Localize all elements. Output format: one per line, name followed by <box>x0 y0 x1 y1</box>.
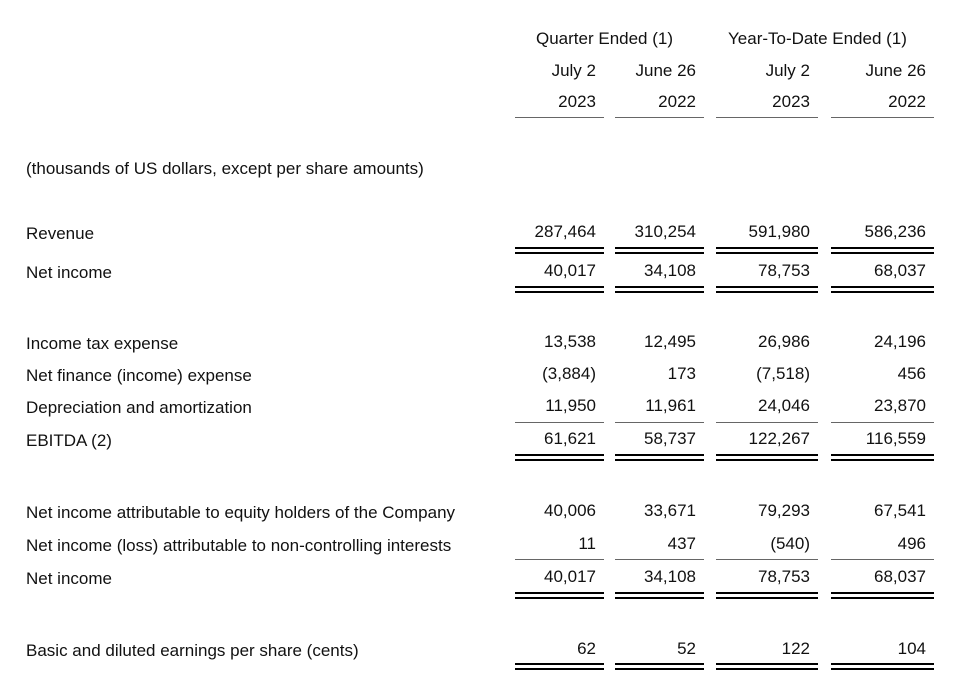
row-label: Net finance (income) expense <box>26 366 252 385</box>
header-underline <box>615 117 704 118</box>
units-note: (thousands of US dollars, except per sha… <box>26 159 424 178</box>
row-value: 62 <box>577 639 596 658</box>
double-underline <box>615 454 704 461</box>
group-header-quarter: Quarter Ended (1) <box>536 29 674 48</box>
row-value: 122,267 <box>748 429 810 448</box>
group-header-ytd: Year-To-Date Ended (1) <box>728 29 907 48</box>
single-underline <box>615 422 704 423</box>
row-value: 61,621 <box>544 429 596 448</box>
row-value: 33,671 <box>644 501 696 520</box>
row-value: 591,980 <box>748 222 810 241</box>
row-value: 58,737 <box>644 429 696 448</box>
double-underline <box>515 592 604 599</box>
column-date: July 2 <box>551 61 596 80</box>
row-value: 34,108 <box>644 567 696 586</box>
double-underline <box>831 663 934 670</box>
row-value: 12,495 <box>644 332 696 351</box>
row-value: 26,986 <box>758 332 810 351</box>
row-value: 78,753 <box>758 567 810 586</box>
row-value: 586,236 <box>864 222 926 241</box>
row-value: 116,559 <box>865 429 926 448</box>
single-underline <box>515 559 604 560</box>
row-label: Revenue <box>26 224 95 243</box>
row-label: Net income <box>26 569 112 588</box>
column-year: 2023 <box>558 92 596 111</box>
row-value: 34,108 <box>644 261 696 280</box>
row-label: Net income (loss) attributable to non-co… <box>26 536 452 555</box>
row-label: Net income attributable to equity holder… <box>26 503 456 522</box>
double-underline <box>615 247 704 254</box>
row-label: Income tax expense <box>26 334 179 353</box>
row-value: (3,884) <box>542 364 596 383</box>
row-value: 24,046 <box>758 396 810 415</box>
column-year: 2022 <box>888 92 926 111</box>
double-underline <box>615 663 704 670</box>
row-value: 310,254 <box>634 222 696 241</box>
double-underline <box>615 286 704 293</box>
row-value: 496 <box>897 534 926 553</box>
row-value: 23,870 <box>874 396 926 415</box>
row-value: 13,538 <box>544 332 596 351</box>
column-date: June 26 <box>635 61 697 80</box>
double-underline <box>615 592 704 599</box>
single-underline <box>716 559 818 560</box>
row-value: 456 <box>897 364 926 383</box>
column-date: July 2 <box>765 61 810 80</box>
single-underline <box>831 422 934 423</box>
row-value: 287,464 <box>534 222 596 241</box>
row-label: EBITDA (2) <box>26 431 112 450</box>
header-underline <box>515 117 604 118</box>
header-underline <box>831 117 934 118</box>
row-value: 78,753 <box>758 261 810 280</box>
header-underline <box>716 117 818 118</box>
double-underline <box>716 286 818 293</box>
row-value: (7,518) <box>756 364 810 383</box>
double-underline <box>515 663 604 670</box>
row-value: 40,017 <box>544 261 596 280</box>
row-value: 67,541 <box>874 501 926 520</box>
row-value: 104 <box>897 639 926 658</box>
row-value: (540) <box>770 534 810 553</box>
double-underline <box>831 454 934 461</box>
column-year: 2023 <box>772 92 810 111</box>
double-underline <box>515 454 604 461</box>
single-underline <box>615 559 704 560</box>
double-underline <box>716 247 818 254</box>
double-underline <box>716 663 818 670</box>
column-year: 2022 <box>658 92 696 111</box>
single-underline <box>716 422 818 423</box>
row-value: 11,950 <box>545 396 596 415</box>
row-label: Depreciation and amortization <box>26 398 252 417</box>
row-value: 79,293 <box>758 501 810 520</box>
row-value: 40,017 <box>544 567 596 586</box>
double-underline <box>831 286 934 293</box>
row-label: Basic and diluted earnings per share (ce… <box>26 641 359 660</box>
double-underline <box>831 247 934 254</box>
row-value: 437 <box>667 534 696 553</box>
double-underline <box>515 247 604 254</box>
row-value: 40,006 <box>544 501 596 520</box>
row-value: 173 <box>667 364 696 383</box>
double-underline <box>716 592 818 599</box>
double-underline <box>515 286 604 293</box>
row-value: 24,196 <box>874 332 926 351</box>
single-underline <box>831 559 934 560</box>
column-date: June 26 <box>865 61 927 80</box>
row-value: 52 <box>677 639 696 658</box>
double-underline <box>716 454 818 461</box>
row-value: 68,037 <box>874 567 926 586</box>
row-value: 11 <box>578 534 596 553</box>
row-value: 68,037 <box>874 261 926 280</box>
row-label: Net income <box>26 263 112 282</box>
row-value: 122 <box>781 639 810 658</box>
single-underline <box>515 422 604 423</box>
double-underline <box>831 592 934 599</box>
row-value: 11,961 <box>645 396 696 415</box>
